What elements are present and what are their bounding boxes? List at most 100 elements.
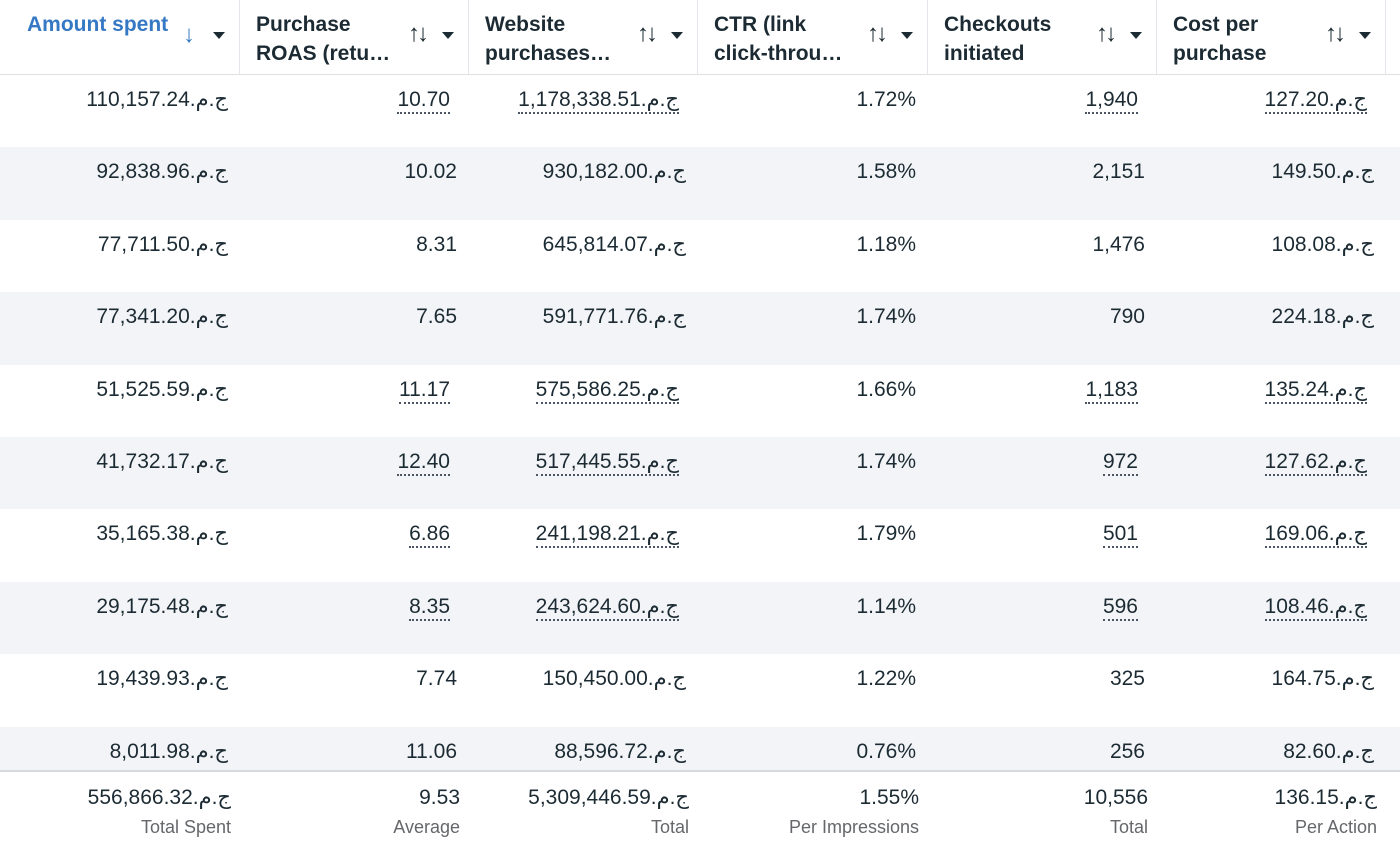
- sort-arrows-icon[interactable]: ↑↓: [867, 20, 888, 47]
- cell-value: 1.22%: [856, 667, 916, 691]
- cell-value: 7.74: [416, 667, 457, 691]
- caret-down-icon[interactable]: [1359, 32, 1371, 39]
- table-row[interactable]: ج.م.19,439.93 7.74 ج.م.150,450.00 1.22% 325 ج…: [0, 654, 1400, 726]
- cell-value: 1.14%: [856, 594, 916, 618]
- cell-value: 256: [1109, 739, 1145, 763]
- cell-cost-per-purchase: ج.م.149.50: [1157, 147, 1386, 219]
- table-row[interactable]: ج.م.77,341.20 7.65 ج.م.591,771.76 1.74% 790 ج…: [0, 292, 1400, 365]
- total-label: Per Action: [1294, 817, 1377, 837]
- cell-purchase-roas[interactable]: 10.70: [240, 75, 469, 147]
- column-header-amount-spent[interactable]: Amount spent ↓: [0, 0, 240, 74]
- cell-value: 11.17: [399, 377, 450, 404]
- total-label: Total: [650, 817, 689, 837]
- ads-metrics-table: Amount spent ↓ Purchase ROAS (retu… ↑↓ Websi…: [0, 0, 1400, 771]
- column-header-purchase-roas[interactable]: Purchase ROAS (retu… ↑↓: [240, 0, 469, 74]
- cell-value: ج.م.8,011.98: [109, 739, 228, 763]
- total-value: 1.55%: [859, 786, 919, 809]
- cell-checkouts-initiated[interactable]: 1,183: [928, 365, 1157, 437]
- cell-amount-spent: ج.م.51,525.59: [0, 365, 240, 437]
- cell-value: 10.02: [404, 160, 457, 184]
- cell-checkouts-initiated[interactable]: 1,940: [928, 75, 1157, 147]
- cell-purchase-roas[interactable]: 6.86: [240, 509, 469, 581]
- row-filler: [1386, 75, 1400, 147]
- cell-website-purchases[interactable]: ج.م.1,178,338.51: [469, 75, 698, 147]
- table-row[interactable]: ج.م.51,525.59 11.17 ج.م.575,586.25 1.66% 1,1…: [0, 365, 1400, 437]
- cell-cost-per-purchase: ج.م.164.75: [1157, 654, 1386, 726]
- cell-value: ج.م.35,165.38: [96, 522, 228, 546]
- cell-purchase-roas[interactable]: 11.17: [240, 365, 469, 437]
- caret-down-icon[interactable]: [901, 32, 913, 39]
- cell-checkouts-initiated: 1,476: [928, 220, 1157, 292]
- cell-ctr: 1.66%: [698, 365, 928, 437]
- total-label: Average: [393, 817, 460, 837]
- caret-down-icon[interactable]: [671, 32, 683, 39]
- column-header-website-purchases[interactable]: Website purchases… ↑↓: [469, 0, 698, 74]
- cell-cost-per-purchase: ج.م.82.60: [1157, 727, 1386, 771]
- column-header-cost-per-purchase[interactable]: Cost per purchase ↑↓: [1157, 0, 1386, 74]
- column-header-label: Website purchases…: [485, 13, 612, 65]
- table-row[interactable]: ج.م.35,165.38 6.86 ج.م.241,198.21 1.79% 501 ج…: [0, 509, 1400, 581]
- cell-website-purchases[interactable]: ج.م.517,445.55: [469, 437, 698, 509]
- footer-filler: [1386, 772, 1400, 861]
- cell-checkouts-initiated[interactable]: 972: [928, 437, 1157, 509]
- header-filler: [1386, 0, 1400, 74]
- table-row[interactable]: ج.م.77,711.50 8.31 ج.م.645,814.07 1.18% 1,47…: [0, 220, 1400, 292]
- total-label: Total Spent: [140, 817, 231, 837]
- cell-value: 6.86: [409, 522, 450, 549]
- caret-down-icon[interactable]: [1130, 32, 1142, 39]
- cell-website-purchases[interactable]: ج.م.575,586.25: [469, 365, 698, 437]
- cell-purchase-roas: 7.65: [240, 292, 469, 364]
- cell-value: 10.70: [397, 88, 450, 114]
- table-row[interactable]: ج.م.110,157.24 10.70 ج.م.1,178,338.51 1.72%…: [0, 75, 1400, 147]
- column-header-checkouts-initiated[interactable]: Checkouts initiated ↑↓: [928, 0, 1157, 74]
- cell-checkouts-initiated: 325: [928, 654, 1157, 726]
- cell-ctr: 1.22%: [698, 654, 928, 726]
- cell-cost-per-purchase[interactable]: ج.م.127.62: [1157, 437, 1386, 509]
- cell-ctr: 0.76%: [698, 727, 928, 771]
- total-value: ج.م.5,309,446.59: [528, 786, 689, 809]
- cell-website-purchases[interactable]: ج.م.243,624.60: [469, 582, 698, 654]
- cell-ctr: 1.74%: [698, 437, 928, 509]
- cell-website-purchases: ج.م.88,596.72: [469, 727, 698, 771]
- cell-amount-spent: ج.م.35,165.38: [0, 509, 240, 581]
- cell-checkouts-initiated[interactable]: 596: [928, 582, 1157, 654]
- cell-amount-spent: ج.م.77,711.50: [0, 220, 240, 292]
- row-filler: [1386, 147, 1400, 219]
- sort-arrows-icon[interactable]: ↑↓: [1325, 20, 1346, 47]
- sort-arrows-icon[interactable]: ↑↓: [408, 20, 429, 47]
- cell-purchase-roas[interactable]: 12.40: [240, 437, 469, 509]
- table-row[interactable]: ج.م.29,175.48 8.35 ج.م.243,624.60 1.14% 596 ج…: [0, 581, 1400, 655]
- cell-ctr: 1.74%: [698, 292, 928, 364]
- cell-value: ج.م.19,439.93: [96, 667, 228, 691]
- cell-value: 12.40: [397, 449, 450, 476]
- cell-checkouts-initiated[interactable]: 501: [928, 509, 1157, 581]
- column-header-ctr[interactable]: CTR (link click-throu… ↑↓: [698, 0, 928, 74]
- cell-value: ج.م.149.50: [1271, 160, 1374, 184]
- cell-cost-per-purchase[interactable]: ج.م.127.20: [1157, 75, 1386, 147]
- sort-arrows-icon[interactable]: ↑↓: [637, 20, 658, 47]
- cell-value: 596: [1102, 594, 1138, 621]
- cell-value: ج.م.591,771.76: [542, 305, 686, 329]
- cell-purchase-roas[interactable]: 8.35: [240, 582, 469, 654]
- cell-website-purchases[interactable]: ج.م.241,198.21: [469, 509, 698, 581]
- total-value: ج.م.556,866.32: [87, 786, 231, 809]
- cell-ctr: 1.58%: [698, 147, 928, 219]
- cell-amount-spent: ج.م.41,732.17: [0, 437, 240, 509]
- table-row[interactable]: ج.م.92,838.96 10.02 ج.م.930,182.00 1.58% 2,1…: [0, 147, 1400, 220]
- arrow-down-icon[interactable]: ↓: [183, 21, 195, 48]
- column-header-label: Amount spent: [27, 13, 169, 36]
- cell-ctr: 1.18%: [698, 220, 928, 292]
- cell-value: 501: [1102, 522, 1138, 549]
- table-row[interactable]: ج.م.41,732.17 12.40 ج.م.517,445.55 1.74% 972…: [0, 436, 1400, 510]
- cell-cost-per-purchase[interactable]: ج.م.135.24: [1157, 365, 1386, 437]
- caret-down-icon[interactable]: [442, 32, 454, 39]
- cell-cost-per-purchase[interactable]: ج.م.169.06: [1157, 509, 1386, 581]
- cell-value: ج.م.930,182.00: [542, 160, 686, 184]
- cell-value: ج.م.241,198.21: [535, 522, 679, 549]
- caret-down-icon[interactable]: [213, 32, 225, 39]
- cell-website-purchases: ج.م.591,771.76: [469, 292, 698, 364]
- cell-cost-per-purchase[interactable]: ج.م.108.46: [1157, 582, 1386, 654]
- cell-value: 1,940: [1085, 88, 1138, 114]
- sort-arrows-icon[interactable]: ↑↓: [1096, 20, 1117, 47]
- table-row[interactable]: ج.م.8,011.98 11.06 ج.م.88,596.72 0.76% 256 ج.…: [0, 726, 1400, 771]
